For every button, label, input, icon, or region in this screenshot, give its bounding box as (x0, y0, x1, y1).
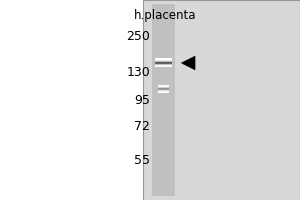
Text: 130: 130 (126, 66, 150, 79)
Bar (158, 90, 169, 91)
Bar (158, 90, 169, 91)
Bar (158, 86, 169, 87)
Bar (155, 63, 172, 64)
Bar (158, 86, 169, 87)
Bar (158, 87, 169, 88)
Bar (142, 0, 300, 200)
Text: 55: 55 (134, 154, 150, 166)
Text: 250: 250 (126, 29, 150, 43)
Bar (155, 59, 172, 60)
Bar (155, 63, 172, 64)
Bar (155, 65, 172, 66)
Bar (155, 64, 172, 65)
Bar (158, 87, 169, 88)
Bar (155, 65, 172, 66)
Bar (158, 92, 169, 93)
Bar (158, 85, 169, 86)
Bar (155, 59, 172, 60)
Bar (155, 61, 172, 62)
Bar (158, 91, 169, 92)
Bar (158, 89, 169, 90)
Bar (155, 58, 172, 59)
Bar (158, 85, 169, 86)
Bar (155, 63, 172, 64)
Polygon shape (182, 56, 195, 70)
Bar (158, 88, 169, 89)
Text: h.placenta: h.placenta (134, 9, 196, 22)
Bar (155, 60, 172, 61)
Bar (155, 58, 172, 59)
Text: 95: 95 (134, 94, 150, 106)
Bar (155, 61, 172, 62)
Bar (152, 4, 175, 196)
Bar (155, 60, 172, 61)
Text: 72: 72 (134, 120, 150, 134)
Bar (158, 88, 169, 89)
Bar (158, 91, 169, 92)
Bar (155, 66, 172, 67)
Bar (155, 65, 172, 66)
Bar (155, 62, 172, 63)
Bar (158, 92, 169, 93)
Bar (155, 62, 172, 63)
Bar (155, 66, 172, 67)
Bar (158, 89, 169, 90)
Bar (155, 64, 172, 65)
